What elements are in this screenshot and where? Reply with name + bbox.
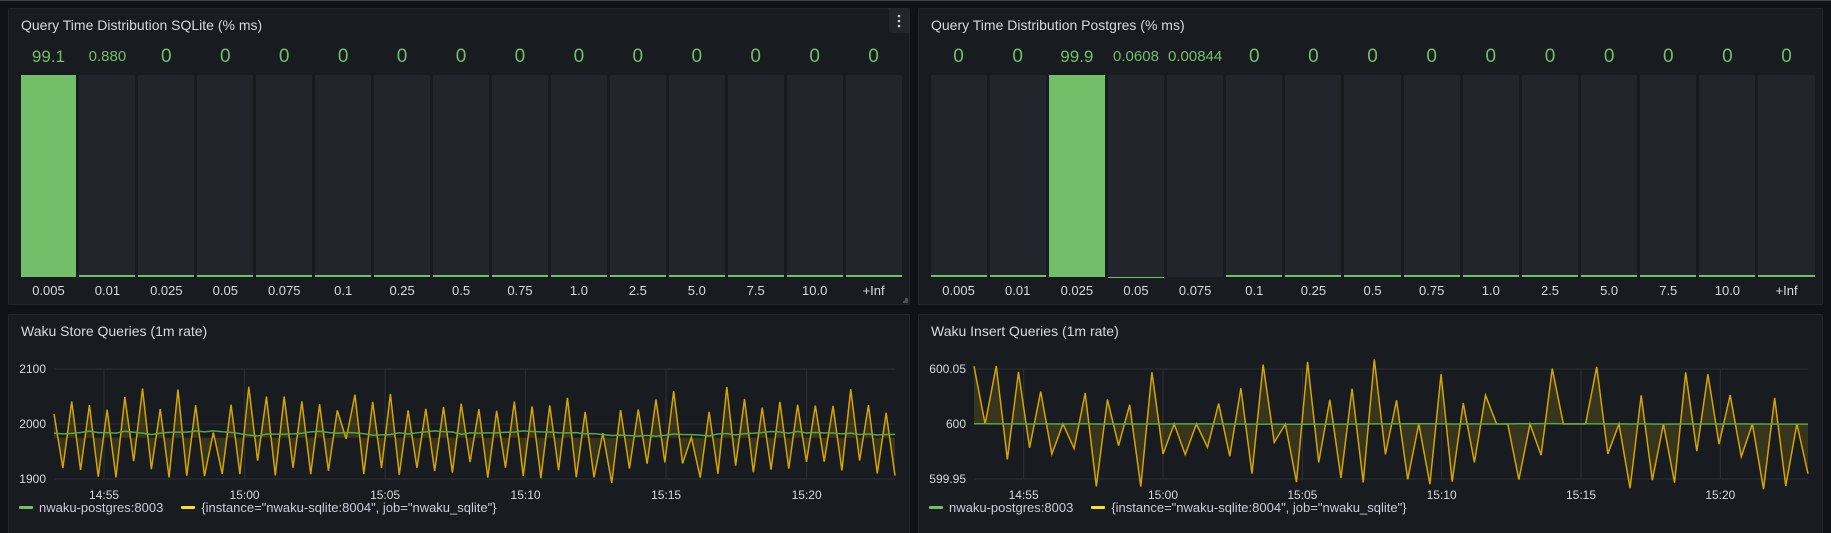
svg-text:600: 600 [946, 417, 966, 431]
svg-text:599.95: 599.95 [929, 472, 966, 486]
svg-text:15:15: 15:15 [651, 488, 681, 502]
svg-text:2000: 2000 [19, 417, 46, 431]
svg-text:600.05: 600.05 [929, 362, 966, 376]
svg-text:1900: 1900 [19, 472, 46, 486]
svg-text:15:20: 15:20 [792, 488, 822, 502]
svg-text:2100: 2100 [19, 362, 46, 376]
svg-text:15:10: 15:10 [511, 488, 541, 502]
svg-text:15:15: 15:15 [1566, 488, 1596, 502]
svg-text:15:10: 15:10 [1427, 488, 1457, 502]
svg-text:15:20: 15:20 [1705, 488, 1735, 502]
